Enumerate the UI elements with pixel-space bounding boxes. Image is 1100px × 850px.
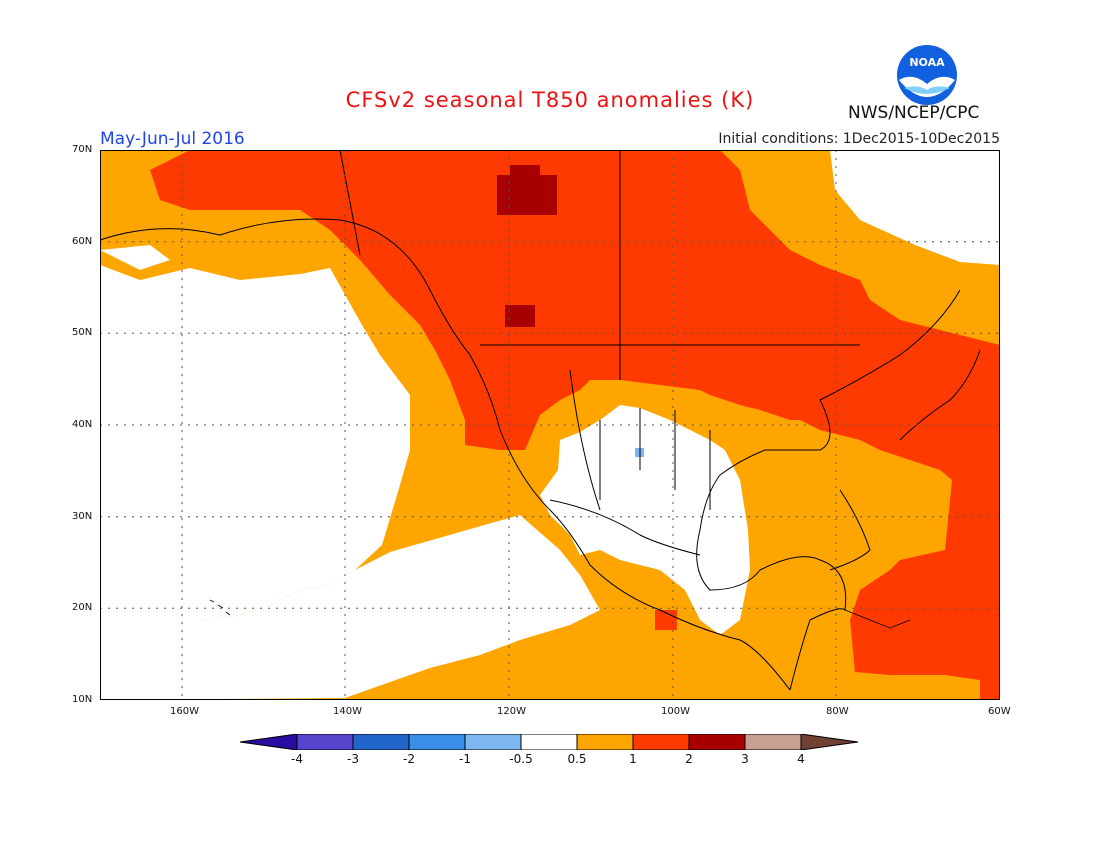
colorbar-cell-5	[520, 734, 578, 750]
colorbar-label: -4	[291, 752, 303, 766]
initial-conditions: Initial conditions: 1Dec2015-10Dec2015	[718, 131, 1000, 147]
organization-label: NWS/NCEP/CPC	[848, 103, 980, 123]
colorbar-label: -2	[403, 752, 415, 766]
forecast-period: May-Jun-Jul 2016	[100, 129, 245, 149]
lat-label-40n: 40N	[72, 419, 93, 430]
colorbar-cell-10	[800, 734, 859, 750]
lat-label-50n: 50N	[72, 327, 93, 338]
near-normal-pacific	[100, 265, 410, 620]
colorbar-cell-0	[240, 734, 298, 750]
anomaly-1-to-2-north	[150, 150, 1000, 700]
colorbar-label: -0.5	[509, 752, 533, 766]
noaa-logo-text: NOAA	[909, 56, 945, 69]
lat-label-70n: 70N	[72, 144, 93, 155]
near-normal-southwest	[540, 405, 750, 635]
colorbar-label: 3	[741, 752, 749, 766]
lon-label-100w: 100W	[661, 706, 690, 717]
colorbar-label: -3	[347, 752, 359, 766]
colorbar-cell-1	[296, 734, 354, 750]
anomaly-2-to-3-patch	[497, 175, 557, 215]
anomaly-map	[100, 150, 1000, 700]
colorbar-cell-9	[744, 734, 802, 750]
colorbar	[240, 734, 859, 750]
lon-label-140w: 140W	[333, 706, 362, 717]
lat-label-60n: 60N	[72, 236, 93, 247]
colorbar-label: 2	[685, 752, 693, 766]
noaa-logo: NOAA	[897, 45, 957, 105]
lon-label-60w: 60W	[988, 706, 1011, 717]
lat-label-10n: 10N	[72, 694, 93, 705]
colorbar-label: 4	[797, 752, 805, 766]
colorbar-label: 0.5	[567, 752, 587, 766]
colorbar-label: -1	[459, 752, 471, 766]
map-title: CFSv2 seasonal T850 anomalies (K)	[345, 88, 755, 112]
colorbar-cell-4	[464, 734, 522, 750]
colorbar-label: 1	[629, 752, 637, 766]
colorbar-cell-8	[688, 734, 746, 750]
lat-label-30n: 30N	[72, 511, 93, 522]
lon-label-160w: 160W	[170, 706, 199, 717]
lat-label-20n: 20N	[72, 602, 93, 613]
colorbar-cell-2	[352, 734, 410, 750]
lon-label-80w: 80W	[826, 706, 849, 717]
lon-label-120w: 120W	[497, 706, 526, 717]
colorbar-cell-7	[632, 734, 690, 750]
colorbar-cell-6	[576, 734, 634, 750]
colorbar-cell-3	[408, 734, 466, 750]
